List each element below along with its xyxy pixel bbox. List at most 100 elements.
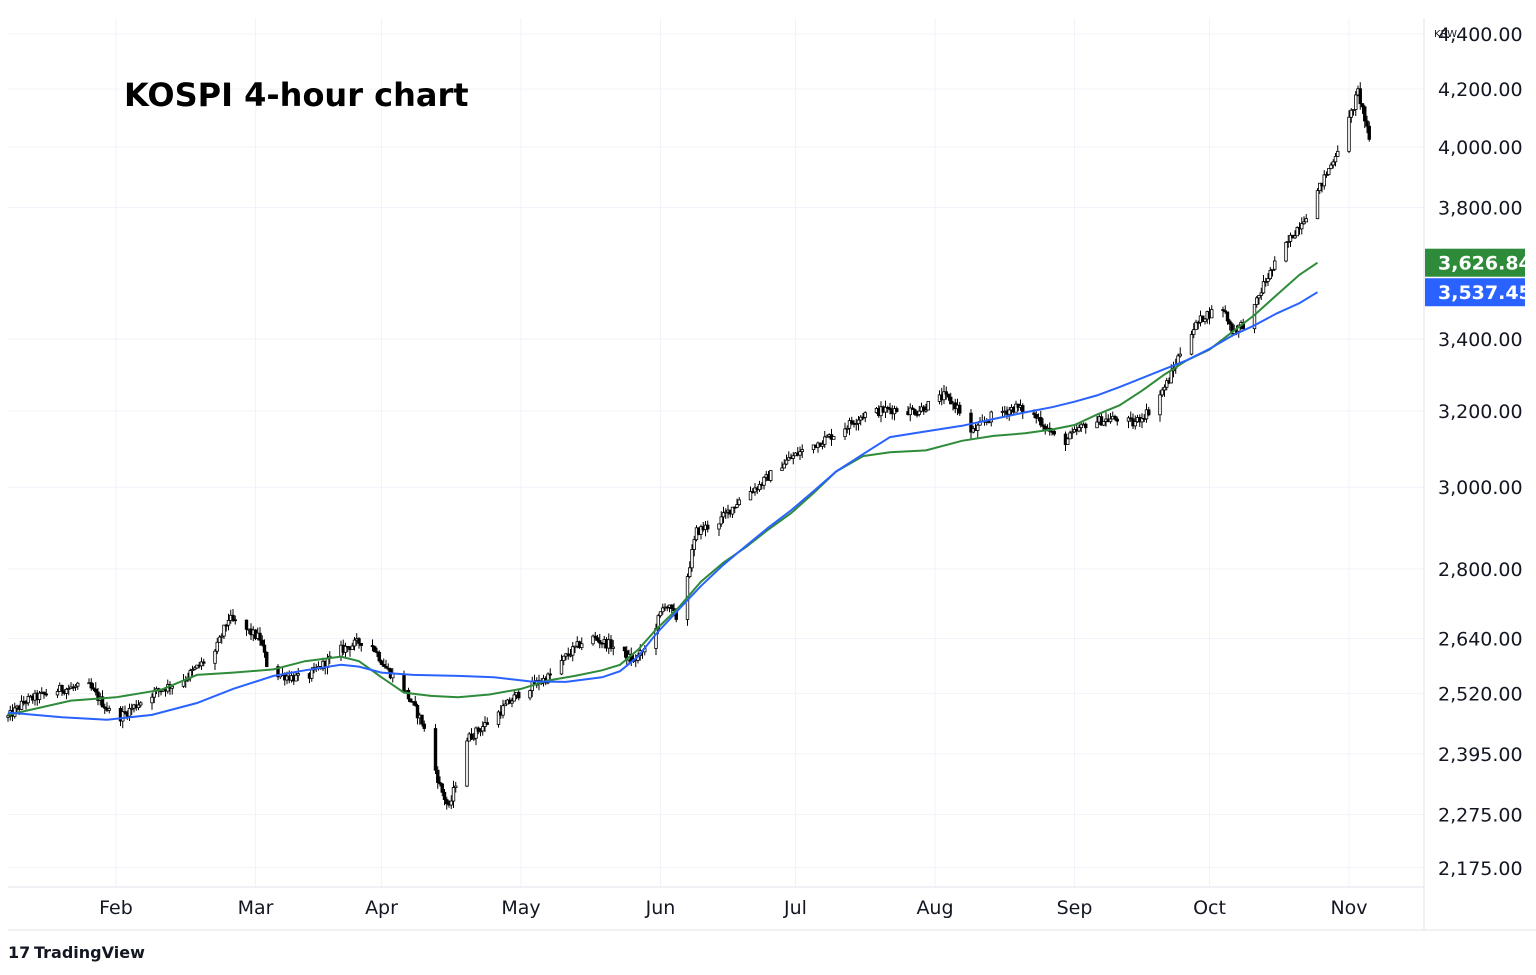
candle-body (1225, 311, 1230, 322)
candle-body (406, 689, 411, 700)
candle-body (503, 703, 507, 707)
candle-body (926, 401, 930, 411)
candle-body (832, 436, 836, 440)
candle-body (67, 688, 71, 690)
candle-body (854, 423, 858, 425)
candle-body (24, 702, 28, 705)
candle-body (438, 782, 442, 785)
y-tick-label: 3,200.00 (1438, 401, 1523, 423)
candle-body (136, 704, 141, 709)
candle-body (784, 459, 789, 465)
candle-body (276, 666, 280, 678)
candle-body (1189, 334, 1194, 355)
candle-body (481, 726, 485, 732)
last-value-label: 3,537.45 (1438, 282, 1532, 304)
candle-body (190, 669, 195, 672)
candle-body (139, 702, 143, 706)
candle-body (580, 643, 584, 648)
candle-body (1084, 423, 1088, 429)
candle-body (611, 646, 615, 649)
candle-body (501, 705, 505, 716)
candle-body (658, 611, 663, 617)
x-tick-label: Apr (365, 897, 398, 919)
candle-body (373, 646, 377, 653)
time-axis-labels[interactable]: Feb Mar Apr May Jun Jul Aug Sep Oct Nov (99, 897, 1367, 919)
candle-body (546, 673, 550, 684)
candle-body (454, 785, 458, 788)
tradingview-logo[interactable]: 17 TradingView (8, 943, 145, 962)
candle-body (566, 653, 570, 656)
candle-body (1221, 309, 1225, 312)
last-value-badge (1425, 248, 1525, 277)
candle-body (346, 645, 350, 648)
candle-body (449, 800, 453, 806)
candle-body (1264, 281, 1268, 283)
candle-body (409, 698, 413, 703)
candle-body (528, 690, 532, 699)
candle-body (382, 664, 386, 667)
candle-body (724, 511, 728, 514)
candle-body (719, 516, 723, 525)
candle-body (150, 696, 154, 704)
candle-body (609, 639, 613, 649)
candle-body (474, 727, 478, 739)
candle-body (260, 639, 264, 646)
candle-body (571, 646, 575, 656)
candle-body (730, 506, 735, 515)
candle-body (843, 428, 847, 438)
candle-body (357, 638, 361, 644)
candle-body (1270, 268, 1275, 271)
x-tick-label: Mar (238, 897, 274, 919)
candle-body (1365, 120, 1369, 127)
candle-body (1318, 182, 1322, 192)
price-axis-labels[interactable]: 2,175.00 2,275.00 2,395.00 2,520.00 2,640.00… (1438, 24, 1523, 880)
candle-body (748, 491, 753, 501)
candle-body (1333, 156, 1338, 163)
candle-body (402, 673, 406, 692)
candle-body (548, 673, 552, 676)
candle-body (89, 682, 93, 689)
candle-body (1052, 430, 1056, 435)
candle-body (1113, 415, 1117, 420)
candle-body (1014, 403, 1018, 413)
ma-line[interactable] (7, 261, 1319, 716)
x-tick-label: Nov (1330, 897, 1367, 919)
candle-body (800, 449, 804, 453)
y-tick-label: 3,000.00 (1438, 477, 1523, 499)
candle-body (573, 645, 577, 648)
candle-body (445, 799, 449, 805)
candle-body (780, 467, 784, 471)
last-value-badge (1425, 278, 1525, 307)
candle-body (233, 619, 237, 622)
candle-body (1295, 227, 1299, 237)
candle-body (294, 674, 298, 682)
candle-body (1077, 427, 1081, 432)
candle-body (690, 549, 694, 569)
candle-body (1039, 417, 1043, 426)
candle-body (244, 619, 249, 630)
candle-body (265, 651, 269, 668)
y-tick-label: 2,175.00 (1438, 858, 1523, 880)
moving-average-lines[interactable] (7, 261, 1319, 721)
candle-body (220, 635, 224, 638)
ma-line[interactable] (7, 291, 1319, 721)
candle-body (26, 695, 30, 704)
y-tick-label: 4,200.00 (1438, 79, 1523, 101)
candle-body (845, 427, 849, 430)
candle-body (1354, 94, 1358, 110)
candle-body (1034, 414, 1038, 419)
candle-body (863, 412, 867, 418)
last-value-badges: 3,626.84 3,537.45 (1425, 248, 1532, 307)
y-tick-label: 3,400.00 (1438, 329, 1523, 351)
candle-body (472, 737, 476, 740)
candle-body (1102, 420, 1106, 426)
candle-body (1115, 418, 1119, 422)
candle-body (1203, 318, 1207, 322)
candle-body (73, 685, 78, 688)
candle-body (1162, 386, 1167, 391)
candle-body (377, 651, 381, 662)
candle-body (1300, 223, 1304, 230)
x-tick-label: May (501, 897, 540, 919)
candle-body (60, 685, 64, 692)
